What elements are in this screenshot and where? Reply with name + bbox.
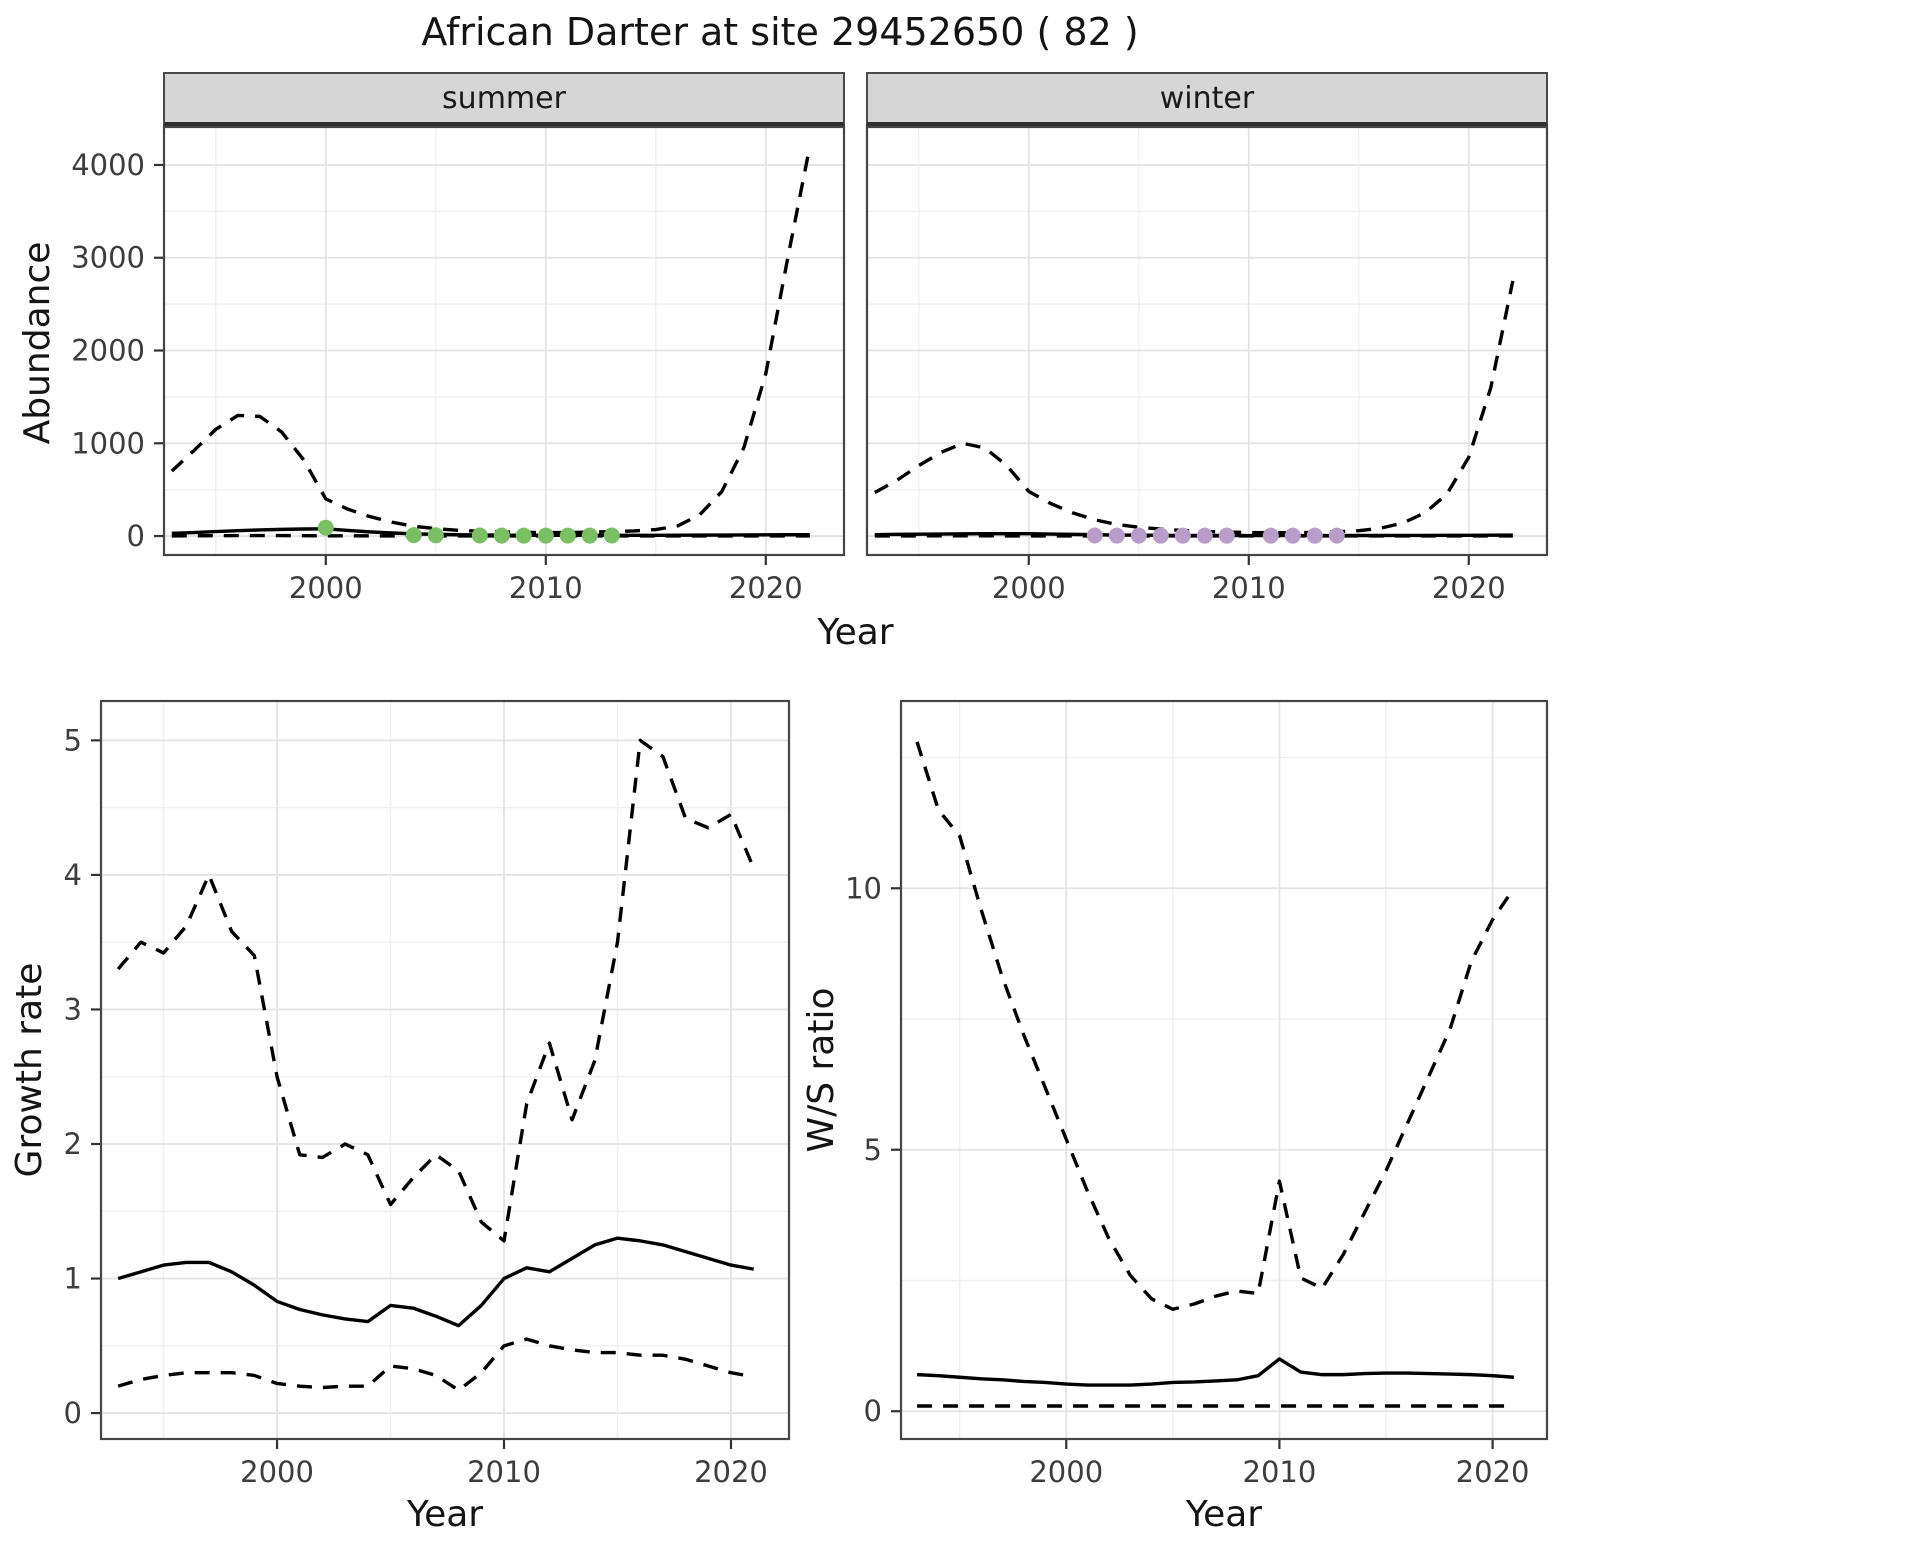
svg-text:2000: 2000 bbox=[289, 571, 363, 605]
svg-text:2020: 2020 bbox=[729, 571, 803, 605]
svg-text:2000: 2000 bbox=[992, 571, 1066, 605]
svg-text:5: 5 bbox=[64, 723, 82, 757]
growth-axis-title: Growth rate bbox=[9, 962, 50, 1178]
svg-text:2000: 2000 bbox=[71, 334, 145, 368]
svg-text:4000: 4000 bbox=[71, 148, 145, 182]
summer-abundance-panel: 2000 2010 2020 0 1000 2000 3000 4000 bbox=[71, 125, 846, 605]
ws-x-axis-title: Year bbox=[1185, 1494, 1263, 1535]
svg-text:2000: 2000 bbox=[1029, 1455, 1103, 1489]
growth-rate-panel: 2000 2010 2020 0 1 2 3 4 5 bbox=[64, 699, 791, 1489]
facet-strip-winter-label: winter bbox=[1159, 80, 1255, 116]
abundance-axis-title: Abundance bbox=[17, 241, 58, 445]
ws-axis-title: W/S ratio bbox=[801, 987, 842, 1153]
svg-text:4: 4 bbox=[64, 858, 82, 892]
svg-text:5: 5 bbox=[864, 1133, 882, 1167]
plot-title: African Darter at site 29452650 ( 82 ) bbox=[421, 10, 1139, 54]
facet-strip-summer-label: summer bbox=[442, 80, 566, 116]
facet-strip-summer: summer bbox=[163, 72, 845, 126]
svg-text:1000: 1000 bbox=[71, 426, 145, 460]
svg-text:2010: 2010 bbox=[1243, 1455, 1317, 1489]
svg-text:10: 10 bbox=[845, 871, 882, 905]
svg-text:2020: 2020 bbox=[1456, 1455, 1530, 1489]
svg-text:3000: 3000 bbox=[71, 241, 145, 275]
svg-text:2: 2 bbox=[64, 1127, 82, 1161]
ws-ratio-panel: 2000 2010 2020 0 5 10 bbox=[845, 699, 1549, 1489]
svg-text:2010: 2010 bbox=[509, 571, 583, 605]
growth-x-axis-title: Year bbox=[406, 1494, 484, 1535]
top-x-axis-title: Year bbox=[817, 612, 894, 653]
svg-text:3: 3 bbox=[64, 992, 82, 1026]
svg-text:1: 1 bbox=[64, 1262, 82, 1296]
svg-text:0: 0 bbox=[127, 519, 145, 553]
svg-text:2020: 2020 bbox=[1432, 571, 1506, 605]
svg-text:2010: 2010 bbox=[467, 1455, 541, 1489]
svg-text:0: 0 bbox=[864, 1394, 882, 1428]
svg-text:2010: 2010 bbox=[1212, 571, 1286, 605]
winter-abundance-panel: 2000 2010 2020 bbox=[865, 125, 1549, 605]
svg-text:2020: 2020 bbox=[694, 1455, 768, 1489]
facet-strip-winter: winter bbox=[866, 72, 1548, 126]
svg-text:0: 0 bbox=[64, 1396, 82, 1430]
svg-text:2000: 2000 bbox=[240, 1455, 314, 1489]
